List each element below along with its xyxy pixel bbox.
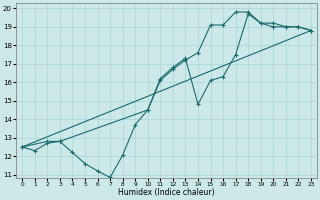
X-axis label: Humidex (Indice chaleur): Humidex (Indice chaleur) xyxy=(118,188,215,197)
